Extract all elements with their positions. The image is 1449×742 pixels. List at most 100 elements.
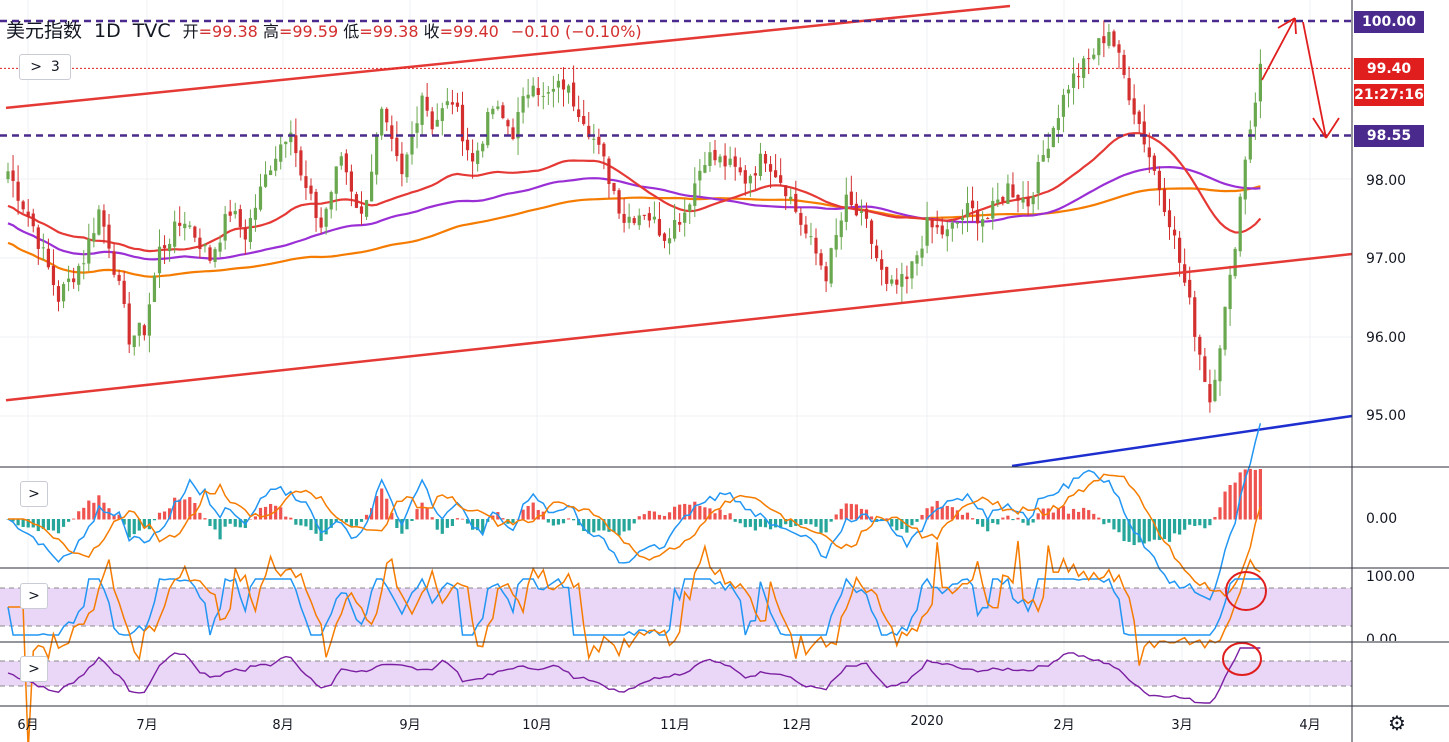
candlesticks [6, 20, 1262, 413]
candle-body [324, 208, 328, 227]
candle-body [521, 96, 525, 113]
macd-histogram-bar [56, 519, 61, 534]
candle-body [102, 210, 106, 227]
macd-histogram-bar [678, 504, 682, 520]
macd-histogram-bar [572, 519, 576, 521]
candle-body [1132, 98, 1136, 115]
indicator-count: 3 [50, 59, 60, 75]
rsi-toggle-button[interactable]: > [20, 656, 48, 682]
macd-toggle-button[interactable]: > [20, 481, 48, 507]
stoch-toggle-button[interactable]: > [20, 583, 48, 609]
candle-body [339, 156, 343, 166]
macd-histogram-bar [1213, 516, 1217, 520]
candle-body [1258, 63, 1262, 102]
month-label: 9月 [399, 718, 421, 733]
macd-histogram-bar [122, 519, 126, 525]
source-label: TVC [132, 20, 171, 42]
macd-histogram-bar [566, 518, 571, 520]
candle-body [1082, 58, 1086, 78]
rsi-line [7, 647, 1261, 704]
macd-histogram-bar [1172, 519, 1177, 534]
candle-body [839, 220, 843, 238]
macd-histogram-bar [51, 519, 56, 531]
candle-body [930, 219, 934, 228]
macd-histogram-bar [758, 519, 763, 527]
candle-body [1107, 31, 1111, 46]
candle-body [364, 200, 369, 217]
macd-histogram-bar [1223, 491, 1227, 520]
candle-body [920, 248, 924, 258]
candle-body [940, 225, 944, 235]
macd-histogram-bar [420, 502, 424, 520]
macd-histogram-bar [1258, 469, 1262, 520]
candle-body [481, 143, 485, 152]
indicator-toggle-button[interactable]: > 3 [19, 54, 71, 80]
macd-histogram-bar [1127, 519, 1131, 542]
candle-body [476, 150, 480, 164]
candle-body [380, 108, 384, 136]
macd-histogram-bar [647, 510, 651, 520]
candle-body [112, 251, 116, 275]
macd-histogram-bar [132, 519, 136, 535]
macd-histogram-bar [1061, 506, 1066, 520]
macd-histogram-bar [354, 519, 359, 526]
gear-icon[interactable]: ⚙ [1388, 711, 1406, 735]
macd-histogram-bar [986, 519, 990, 532]
candle-body [36, 227, 40, 249]
macd-histogram-bar [1208, 519, 1212, 526]
candle-body [56, 286, 61, 302]
macd-histogram-bar [556, 519, 561, 525]
candle-body [546, 92, 550, 94]
candle-body [486, 112, 490, 146]
ma-orange-line [7, 185, 1261, 278]
candle-body [41, 247, 45, 249]
candle-body [147, 304, 151, 336]
candle-body [1142, 121, 1146, 145]
candle-body [981, 219, 985, 227]
candle-body [1102, 36, 1106, 44]
candle-body [895, 279, 899, 285]
price-axis-label: 96.00 [1366, 330, 1407, 346]
macd-histogram-bar [991, 519, 995, 523]
macd-histogram-bar [854, 504, 858, 520]
macd-histogram-bar [481, 519, 485, 533]
macd-histogram-bar [46, 519, 50, 531]
candle-body [678, 221, 682, 225]
macd-histogram-bar [551, 519, 555, 526]
candle-body [435, 119, 439, 127]
candle-body [198, 237, 202, 250]
month-label: 2020 [910, 714, 944, 729]
macd-histogram-bar [965, 512, 970, 520]
candle-body [31, 213, 35, 227]
candle-body [728, 158, 732, 165]
candle-body [834, 235, 838, 250]
candle-body [1006, 183, 1010, 204]
candle-body [420, 95, 424, 125]
macd-histogram-bar [940, 506, 944, 520]
macd-histogram-bar [319, 519, 323, 541]
macd-line [7, 423, 1262, 601]
macd-histogram-bar [183, 499, 187, 520]
candle-body [243, 227, 247, 240]
macd-histogram-bar [1162, 519, 1167, 540]
macd-histogram-bar [955, 510, 959, 520]
macd-histogram-bar [617, 519, 621, 536]
candle-body [799, 212, 803, 225]
month-label: 6月 [17, 718, 39, 733]
interval-label[interactable]: 1D [94, 20, 121, 42]
price-axis-label: 98.00 [1366, 173, 1407, 189]
macd-histogram-bar [976, 519, 980, 525]
macd-histogram-bar [733, 519, 737, 522]
candle-body [657, 218, 662, 236]
candle-body [405, 154, 409, 178]
macd-histogram-bar [67, 519, 71, 522]
macd-histogram-bar [925, 508, 929, 520]
macd-histogram-bar [440, 519, 444, 534]
macd-histogram-bar [1112, 519, 1116, 530]
macd-histogram-bar [728, 513, 732, 520]
macd-histogram-bar [895, 519, 899, 531]
rsi-band [0, 661, 1352, 686]
candle-body [925, 217, 929, 246]
candle-body [1213, 379, 1217, 402]
macd-histogram-bar [233, 519, 237, 527]
